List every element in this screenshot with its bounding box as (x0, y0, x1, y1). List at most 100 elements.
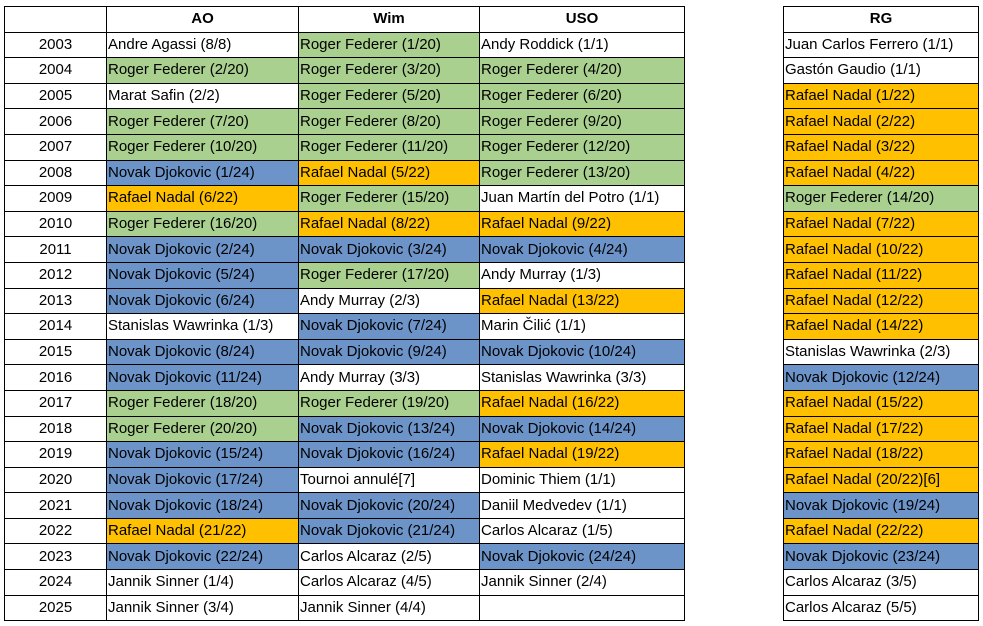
table-row: Rafael Nadal (7/22) (783, 210, 979, 238)
table-row: 2021 Novak Djokovic (18/24) Novak Djokovic… (4, 492, 685, 519)
uso-winner-cell: Rafael Nadal (9/22) (479, 210, 685, 238)
ao-winner-cell: Roger Federer (16/20) (106, 210, 299, 238)
table-row: 2005 Marat Safin (2/2) Roger Federer (5/20… (4, 82, 685, 110)
rg-winner-cell: Rafael Nadal (11/22) (783, 261, 979, 289)
uso-winner-cell: Andy Roddick (1/1) (479, 31, 685, 59)
wim-winner-cell: Carlos Alcaraz (4/5) (298, 569, 480, 596)
table-row: 2012 Novak Djokovic (5/24) Roger Federer (… (4, 261, 685, 289)
rg-winner-cell: Rafael Nadal (1/22) (783, 82, 979, 110)
year-cell: 2016 (4, 364, 107, 391)
wim-winner-cell: Rafael Nadal (5/22) (298, 159, 480, 187)
year-cell: 2015 (4, 338, 107, 366)
uso-winner-cell: Andy Murray (1/3) (479, 261, 685, 289)
uso-winner-cell: Roger Federer (6/20) (479, 82, 685, 110)
ao-winner-cell: Stanislas Wawrinka (1/3) (106, 313, 299, 340)
year-cell: 2024 (4, 569, 107, 596)
rg-winner-cell: Rafael Nadal (18/22) (783, 441, 979, 468)
rg-winner-cell: Rafael Nadal (2/22) (783, 108, 979, 135)
ao-winner-cell: Roger Federer (18/20) (106, 389, 299, 417)
rg-winner-cell: Roger Federer (14/20) (783, 185, 979, 212)
wim-winner-cell: Roger Federer (17/20) (298, 261, 480, 289)
year-cell: 2006 (4, 108, 107, 135)
year-cell: 2012 (4, 261, 107, 289)
table-row: 2004 Roger Federer (2/20) Roger Federer (3… (4, 57, 685, 84)
table-row: Rafael Nadal (22/22) (783, 517, 979, 545)
rg-winner-cell: Novak Djokovic (12/24) (783, 364, 979, 391)
year-cell: 2021 (4, 492, 107, 519)
year-cell: 2009 (4, 185, 107, 212)
year-cell: 2008 (4, 159, 107, 187)
rg-winner-cell: Juan Carlos Ferrero (1/1) (783, 31, 979, 59)
table-row: 2006 Roger Federer (7/20) Roger Federer (8… (4, 108, 685, 135)
table-row: Carlos Alcaraz (5/5) (783, 594, 979, 622)
year-cell: 2018 (4, 415, 107, 443)
uso-winner-cell: Novak Djokovic (10/24) (479, 338, 685, 366)
table-row: Novak Djokovic (19/24) (783, 492, 979, 519)
ao-winner-cell: Marat Safin (2/2) (106, 82, 299, 110)
year-cell: 2004 (4, 57, 107, 84)
wim-winner-cell: Carlos Alcaraz (2/5) (298, 543, 480, 571)
table-row: Rafael Nadal (10/22) (783, 236, 979, 263)
wim-winner-cell: Novak Djokovic (21/24) (298, 517, 480, 545)
table-row: Carlos Alcaraz (3/5) (783, 569, 979, 596)
wim-winner-cell: Tournoi annulé[7] (298, 466, 480, 494)
table-row: 2003 Andre Agassi (8/8) Roger Federer (1/2… (4, 31, 685, 59)
uso-winner-cell: Stanislas Wawrinka (3/3) (479, 364, 685, 391)
ao-winner-cell: Rafael Nadal (21/22) (106, 517, 299, 545)
wim-winner-cell: Roger Federer (19/20) (298, 389, 480, 417)
table-row: Rafael Nadal (2/22) (783, 108, 979, 135)
ao-winner-cell: Roger Federer (10/20) (106, 133, 299, 161)
uso-winner-cell: Roger Federer (9/20) (479, 108, 685, 135)
table-row: Roger Federer (14/20) (783, 185, 979, 212)
ao-winner-cell: Novak Djokovic (22/24) (106, 543, 299, 571)
table-row: 2013 Novak Djokovic (6/24) Andy Murray (2/… (4, 287, 685, 315)
table-row: 2023 Novak Djokovic (22/24) Carlos Alcaraz… (4, 543, 685, 571)
wim-winner-cell: Roger Federer (3/20) (298, 57, 480, 84)
uso-winner-cell: Rafael Nadal (19/22) (479, 441, 685, 468)
uso-winner-cell: Rafael Nadal (13/22) (479, 287, 685, 315)
ao-winner-cell: Novak Djokovic (1/24) (106, 159, 299, 187)
header-year (4, 6, 107, 33)
ao-winner-cell: Jannik Sinner (3/4) (106, 594, 299, 622)
header-rg: RG (783, 6, 979, 33)
wim-winner-cell: Rafael Nadal (8/22) (298, 210, 480, 238)
header-row: AO Wim USO (4, 6, 685, 33)
year-cell: 2017 (4, 389, 107, 417)
table-row: Juan Carlos Ferrero (1/1) (783, 31, 979, 59)
wim-winner-cell: Novak Djokovic (3/24) (298, 236, 480, 263)
uso-winner-cell: Roger Federer (4/20) (479, 57, 685, 84)
wim-winner-cell: Jannik Sinner (4/4) (298, 594, 480, 622)
header-row: RG (783, 6, 979, 33)
table-row: 2020 Novak Djokovic (17/24) Tournoi annulé… (4, 466, 685, 494)
header-wim: Wim (298, 6, 480, 33)
rg-winner-cell: Novak Djokovic (23/24) (783, 543, 979, 571)
year-cell: 2013 (4, 287, 107, 315)
rg-winner-cell: Rafael Nadal (15/22) (783, 389, 979, 417)
slams-table-main: AO Wim USO 2003 Andre Agassi (8/8) Roger F… (4, 6, 685, 622)
wim-winner-cell: Novak Djokovic (7/24) (298, 313, 480, 340)
uso-winner-cell: Novak Djokovic (4/24) (479, 236, 685, 263)
rg-winner-cell: Carlos Alcaraz (3/5) (783, 569, 979, 596)
rg-winner-cell: Stanislas Wawrinka (2/3) (783, 338, 979, 366)
year-cell: 2025 (4, 594, 107, 622)
uso-winner-cell: Juan Martín del Potro (1/1) (479, 185, 685, 212)
rg-winner-cell: Novak Djokovic (19/24) (783, 492, 979, 519)
slams-table-rg: RG Juan Carlos Ferrero (1/1) Gastón Gaudi… (783, 6, 979, 622)
ao-winner-cell: Andre Agassi (8/8) (106, 31, 299, 59)
ao-winner-cell: Rafael Nadal (6/22) (106, 185, 299, 212)
rg-winner-cell: Rafael Nadal (17/22) (783, 415, 979, 443)
wim-winner-cell: Roger Federer (1/20) (298, 31, 480, 59)
wim-winner-cell: Novak Djokovic (16/24) (298, 441, 480, 468)
ao-winner-cell: Novak Djokovic (17/24) (106, 466, 299, 494)
table-row: 2019 Novak Djokovic (15/24) Novak Djokovic… (4, 441, 685, 468)
rg-winner-cell: Rafael Nadal (20/22)[6] (783, 466, 979, 494)
table-row: 2024 Jannik Sinner (1/4) Carlos Alcaraz (4… (4, 569, 685, 596)
table-row: Rafael Nadal (4/22) (783, 159, 979, 187)
year-cell: 2014 (4, 313, 107, 340)
ao-winner-cell: Novak Djokovic (6/24) (106, 287, 299, 315)
uso-winner-cell: Carlos Alcaraz (1/5) (479, 517, 685, 545)
ao-winner-cell: Novak Djokovic (2/24) (106, 236, 299, 263)
uso-winner-cell: Rafael Nadal (16/22) (479, 389, 685, 417)
table-row: 2007 Roger Federer (10/20) Roger Federer (… (4, 133, 685, 161)
table-row: 2025 Jannik Sinner (3/4) Jannik Sinner (4/… (4, 594, 685, 622)
